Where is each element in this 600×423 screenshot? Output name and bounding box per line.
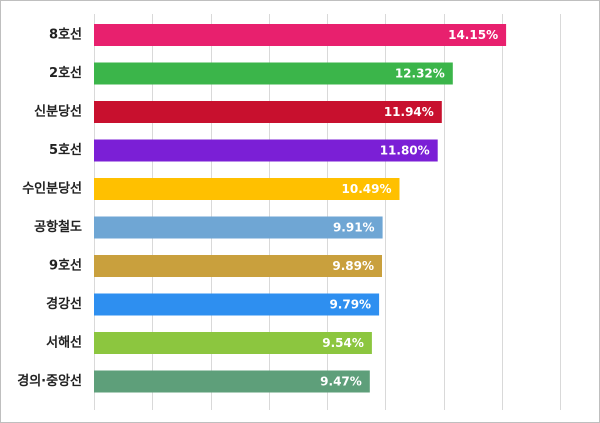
value-label: 10.49%	[342, 182, 392, 196]
value-label: 9.47%	[320, 375, 362, 389]
bar	[94, 139, 438, 162]
value-label: 9.54%	[322, 336, 364, 350]
bar	[94, 101, 442, 123]
category-label: 경의·중앙선	[17, 373, 82, 389]
bar	[94, 255, 382, 277]
bar	[94, 216, 383, 239]
value-label: 9.79%	[329, 298, 371, 312]
category-label: 서해선	[46, 335, 82, 351]
category-label: 9호선	[49, 258, 82, 274]
value-label: 9.89%	[332, 259, 374, 273]
value-label: 12.32%	[395, 67, 445, 81]
category-label: 신분당선	[34, 104, 82, 120]
category-label: 5호선	[49, 142, 82, 158]
category-label: 2호선	[49, 65, 82, 81]
value-labels: 14.15% 12.32% 11.94% 11.80% 10.49% 9.91% 9.89%…	[320, 28, 498, 389]
bar	[94, 62, 453, 85]
bar	[94, 24, 507, 46]
bar	[94, 178, 400, 200]
bar	[94, 370, 370, 393]
value-label: 11.94%	[384, 105, 434, 119]
category-label: 공항철도	[34, 219, 82, 235]
bar	[94, 293, 380, 316]
category-label: 경강선	[46, 296, 82, 312]
value-label: 14.15%	[448, 28, 498, 42]
value-label: 9.91%	[333, 221, 375, 235]
bars	[94, 24, 507, 393]
category-label: 8호선	[49, 27, 82, 43]
category-label: 수인분당선	[22, 181, 82, 197]
bar	[94, 332, 372, 354]
value-label: 11.80%	[380, 144, 430, 158]
